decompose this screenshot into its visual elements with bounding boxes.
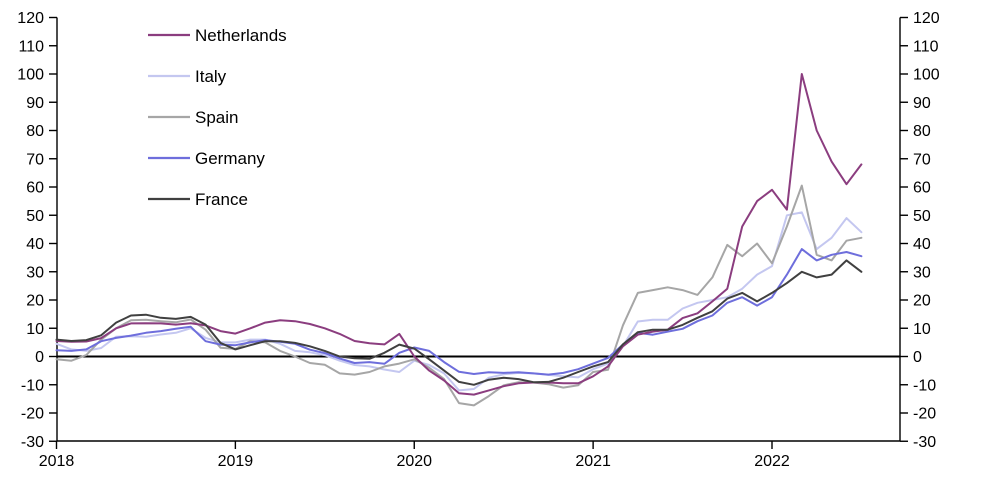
y-tick-label-right: 110: [913, 38, 939, 55]
y-tick-label-right: -30: [913, 434, 936, 451]
y-tick-label-left: 60: [26, 180, 44, 197]
y-tick-label-right: 20: [913, 293, 931, 310]
y-tick-label-left: 100: [17, 67, 44, 84]
y-tick-label-right: 60: [913, 180, 931, 197]
x-tick-label-year: 2018: [39, 453, 75, 470]
legend-label-germany: Germany: [195, 149, 265, 168]
y-tick-label-left: 0: [35, 349, 44, 366]
y-tick-label-left: 110: [18, 38, 44, 55]
legend-item-italy: Italy: [148, 67, 227, 86]
legend: Netherlands Italy Spain Germany France: [148, 26, 287, 209]
x-tick-label-year: 2019: [218, 453, 254, 470]
y-tick-label-left: 90: [26, 95, 44, 112]
y-tick-label-left: -20: [21, 406, 44, 423]
y-tick-label-left: 120: [17, 10, 44, 27]
y-tick-label-right: 100: [913, 67, 940, 84]
y-tick-label-right: 70: [913, 151, 931, 168]
x-tick-labels: 2018 2019 2020 2021 2022: [39, 441, 790, 470]
y-tick-label-left: -10: [21, 377, 44, 394]
y-tick-label-left: 30: [26, 264, 44, 281]
legend-item-spain: Spain: [148, 108, 238, 127]
legend-item-germany: Germany: [148, 149, 265, 168]
x-tick-label-year: 2022: [754, 453, 790, 470]
legend-label-spain: Spain: [195, 108, 238, 127]
y-tick-label-right: 50: [913, 208, 931, 225]
y-tick-label-left: 20: [26, 293, 44, 310]
series-line-italy: [55, 211, 863, 392]
series-line-france: [55, 259, 863, 386]
x-tick-label-year: 2020: [396, 453, 432, 470]
y-tick-label-right: 80: [913, 123, 931, 140]
y-tick-label-right: 120: [913, 10, 940, 27]
y-tick-label-left: 50: [26, 208, 44, 225]
y-tick-label-right: 40: [913, 236, 931, 253]
y-tick-label-left: -30: [21, 434, 44, 451]
legend-item-france: France: [148, 190, 248, 209]
legend-label-italy: Italy: [195, 67, 227, 86]
y-tick-label-left: 10: [26, 321, 44, 338]
series-line-germany: [55, 248, 863, 376]
legend-item-netherlands: Netherlands: [148, 26, 287, 45]
y-tick-label-right: 0: [913, 349, 922, 366]
y-tick-label-right: 30: [913, 264, 931, 281]
y-tick-label-right: 10: [913, 321, 931, 338]
series-lines: [55, 73, 863, 407]
legend-label-netherlands: Netherlands: [195, 26, 287, 45]
axes: [56, 17, 901, 442]
y-tick-label-right: 90: [913, 95, 931, 112]
y-tick-label-right: -20: [913, 406, 936, 423]
series-line-spain: [55, 184, 863, 407]
y-tick-label-left: 40: [26, 236, 44, 253]
y-tick-label-left: 70: [26, 151, 44, 168]
series-line-netherlands: [55, 73, 863, 396]
y-tick-label-left: 80: [26, 123, 44, 140]
x-tick-label-year: 2021: [575, 453, 611, 470]
y-tick-label-right: -10: [913, 377, 936, 394]
legend-label-france: France: [195, 190, 248, 209]
